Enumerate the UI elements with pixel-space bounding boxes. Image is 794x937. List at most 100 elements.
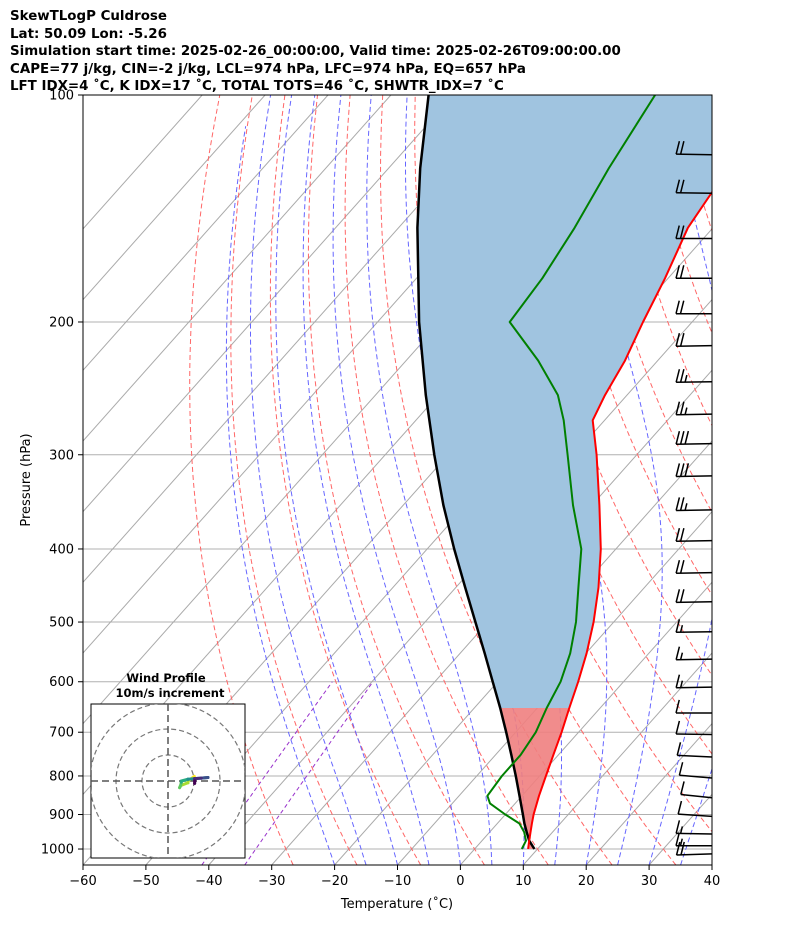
moist-adiabat-line bbox=[332, 95, 461, 865]
barb-flag bbox=[675, 497, 681, 511]
barb-shaft bbox=[676, 191, 713, 195]
barb-flag bbox=[679, 300, 685, 314]
barb-flag bbox=[675, 140, 681, 155]
barb-flag bbox=[675, 225, 680, 239]
moist-adiabat-line bbox=[744, 95, 794, 865]
isotherm-line bbox=[83, 95, 329, 372]
inset-title: Wind Profile bbox=[126, 671, 206, 685]
isotherm-line bbox=[83, 95, 392, 442]
wind-barb bbox=[678, 762, 713, 779]
barb-flag bbox=[675, 431, 681, 445]
y-tick-label: 800 bbox=[49, 769, 74, 784]
moist-adiabat-line bbox=[680, 767, 712, 865]
barb-flag bbox=[675, 589, 681, 603]
isotherm-line bbox=[522, 652, 712, 865]
wind-barb bbox=[675, 265, 712, 280]
moist-adiabat-line bbox=[366, 95, 493, 865]
cape-cin-fill bbox=[417, 95, 712, 849]
barb-flag bbox=[680, 841, 685, 856]
wind-barb bbox=[675, 401, 713, 416]
barb-flag bbox=[676, 742, 682, 756]
y-tick-label: 1000 bbox=[41, 843, 74, 858]
isotherm-line bbox=[460, 581, 712, 865]
barb-flag bbox=[675, 841, 681, 856]
wind-barb bbox=[675, 369, 713, 384]
barb-shaft bbox=[676, 475, 713, 478]
isotherm-line bbox=[271, 369, 712, 865]
x-axis-label: Temperature (˚C) bbox=[340, 896, 453, 912]
barb-flag bbox=[675, 401, 681, 415]
barb-flag bbox=[675, 720, 681, 735]
barb-flag bbox=[679, 680, 684, 688]
y-tick-label: 200 bbox=[49, 315, 74, 330]
barb-flag bbox=[675, 832, 680, 846]
dry-adiabat-line bbox=[189, 95, 294, 865]
dry-adiabat-line bbox=[545, 95, 712, 596]
barb-shaft bbox=[677, 754, 713, 758]
y-tick-label: 400 bbox=[49, 542, 74, 557]
wind-barb bbox=[675, 841, 713, 856]
x-tick-label: −40 bbox=[195, 874, 222, 889]
moist-adiabat-line bbox=[575, 95, 663, 865]
wind-barb bbox=[675, 559, 713, 574]
temperature-line bbox=[527, 190, 712, 850]
barb-flag bbox=[679, 430, 685, 445]
barb-shaft bbox=[676, 601, 713, 604]
isotherm-line bbox=[83, 95, 203, 230]
barb-shaft bbox=[676, 832, 713, 835]
barb-shaft bbox=[676, 509, 713, 512]
wind-barb bbox=[675, 430, 713, 445]
wind-barb bbox=[680, 781, 713, 799]
barb-flag bbox=[675, 699, 680, 714]
barb-flag bbox=[684, 503, 688, 511]
barb-flag bbox=[679, 497, 685, 511]
x-tick-label: −60 bbox=[69, 874, 96, 889]
barb-shaft bbox=[680, 793, 713, 799]
barb-flag bbox=[679, 826, 684, 834]
barb-flag bbox=[678, 762, 684, 776]
y-tick-label: 700 bbox=[49, 726, 74, 741]
barb-flag bbox=[675, 179, 681, 193]
y-tick-label: 100 bbox=[49, 89, 74, 104]
y-tick-label: 300 bbox=[49, 448, 74, 463]
isotherm-line bbox=[83, 95, 455, 513]
x-tick-label: 40 bbox=[704, 874, 721, 889]
dry-adiabat-line bbox=[577, 95, 712, 514]
x-tick-label: −30 bbox=[258, 874, 285, 889]
barb-shaft bbox=[676, 630, 713, 634]
barb-shaft bbox=[679, 774, 713, 779]
barb-shaft bbox=[676, 733, 713, 736]
barb-flag bbox=[679, 463, 685, 477]
dry-adiabat-line bbox=[269, 95, 422, 865]
parcel-line bbox=[416, 95, 536, 850]
barb-flag bbox=[675, 463, 681, 477]
chart-title: SkewTLogP Culdrose bbox=[10, 9, 167, 24]
dry-adiabat-line bbox=[741, 95, 794, 865]
barb-flag bbox=[684, 407, 688, 415]
x-tick-label: −20 bbox=[321, 874, 348, 889]
wind-barb bbox=[675, 674, 713, 689]
isotherm-line bbox=[585, 722, 712, 865]
inset-subtitle: 10m/s increment bbox=[116, 686, 225, 700]
y-tick-label: 500 bbox=[49, 616, 74, 631]
isotherm-line bbox=[775, 95, 794, 865]
barb-flag bbox=[684, 374, 688, 383]
barb-flag bbox=[675, 619, 681, 633]
moist-adiabat-line bbox=[225, 126, 336, 865]
wind-barb bbox=[675, 699, 712, 714]
barb-flag bbox=[675, 646, 681, 660]
chart-header: SkewTLogP Culdrose Lat: 50.09 Lon: -5.26… bbox=[10, 8, 621, 96]
wind-barb bbox=[675, 527, 713, 542]
barb-flag bbox=[679, 179, 685, 193]
cin-area bbox=[500, 708, 570, 849]
barb-flag bbox=[679, 589, 685, 603]
barb-flag bbox=[684, 463, 690, 477]
barb-shaft bbox=[676, 380, 713, 384]
barb-flag bbox=[675, 674, 681, 688]
barb-shaft bbox=[676, 413, 713, 416]
isotherm-line bbox=[83, 95, 518, 584]
wind-barb bbox=[675, 463, 713, 478]
isotherm-line bbox=[711, 864, 712, 865]
wind-barb bbox=[675, 300, 712, 315]
wind-barb bbox=[675, 497, 713, 512]
